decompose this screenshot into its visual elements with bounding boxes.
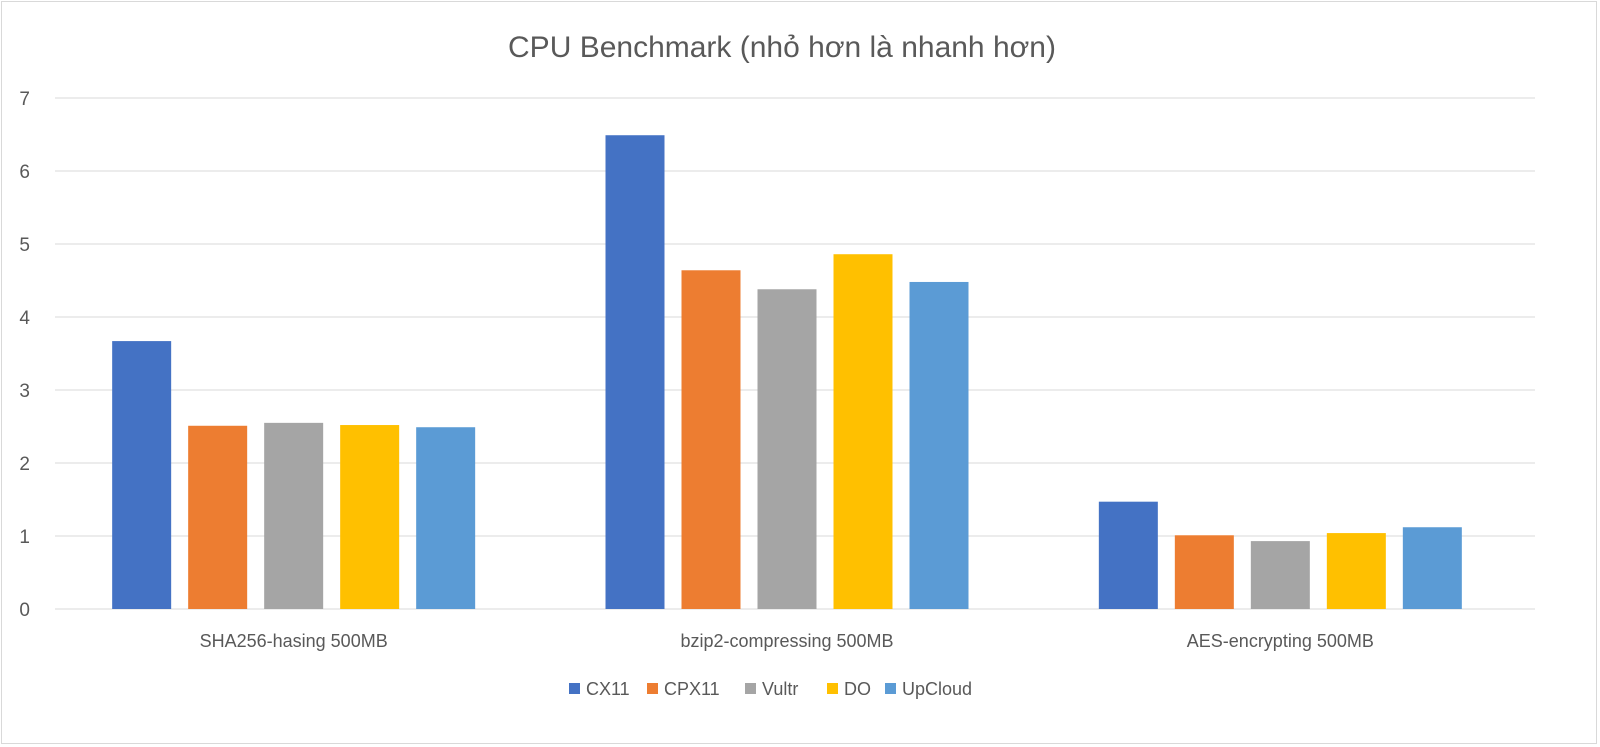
legend-swatch-vultr xyxy=(745,683,756,694)
y-tick-label: 4 xyxy=(19,308,30,329)
y-tick-label: 2 xyxy=(19,454,30,475)
legend-label-cx11: CX11 xyxy=(586,679,630,699)
y-tick-label: 0 xyxy=(19,600,30,621)
bar-cx11-1 xyxy=(605,135,665,610)
bar-upcloud-2 xyxy=(1402,527,1462,609)
bar-cpx11-0 xyxy=(188,425,248,609)
bar-upcloud-0 xyxy=(416,427,476,609)
x-tick-label: AES-encrypting 500MB xyxy=(1187,631,1374,651)
bars xyxy=(112,135,1462,610)
y-tick-label: 3 xyxy=(19,381,30,402)
legend-label-upcloud: UpCloud xyxy=(902,679,972,699)
x-axis: SHA256-hasing 500MB bzip2-compressing 500… xyxy=(200,631,1374,651)
legend-label-vultr: Vultr xyxy=(762,679,798,699)
bar-do-0 xyxy=(340,425,400,609)
legend: CX11 CPX11 Vultr DO UpCloud xyxy=(569,679,972,699)
legend-swatch-cx11 xyxy=(569,683,580,694)
bar-do-2 xyxy=(1326,533,1386,609)
y-tick-label: 7 xyxy=(19,89,30,110)
legend-label-cpx11: CPX11 xyxy=(664,679,720,699)
x-tick-label: SHA256-hasing 500MB xyxy=(200,631,388,651)
bar-cx11-0 xyxy=(112,341,172,609)
legend-label-do: DO xyxy=(844,679,871,699)
x-tick-label: bzip2-compressing 500MB xyxy=(680,631,893,651)
legend-swatch-do xyxy=(827,683,838,694)
legend-swatch-upcloud xyxy=(885,683,896,694)
bar-vultr-1 xyxy=(757,289,817,609)
bar-cpx11-2 xyxy=(1174,535,1234,609)
y-tick-label: 5 xyxy=(19,235,30,256)
bar-do-1 xyxy=(833,254,893,609)
y-axis: 0 1 2 3 4 5 6 7 xyxy=(19,89,30,621)
bar-upcloud-1 xyxy=(909,281,969,609)
bar-cx11-2 xyxy=(1098,501,1158,609)
bar-cpx11-1 xyxy=(681,270,741,609)
legend-swatch-cpx11 xyxy=(647,683,658,694)
bar-vultr-2 xyxy=(1250,541,1310,609)
chart-title: CPU Benchmark (nhỏ hơn là nhanh hơn) xyxy=(508,31,1056,64)
y-tick-label: 1 xyxy=(19,527,30,548)
bar-vultr-0 xyxy=(264,422,324,609)
y-tick-label: 6 xyxy=(19,162,30,183)
